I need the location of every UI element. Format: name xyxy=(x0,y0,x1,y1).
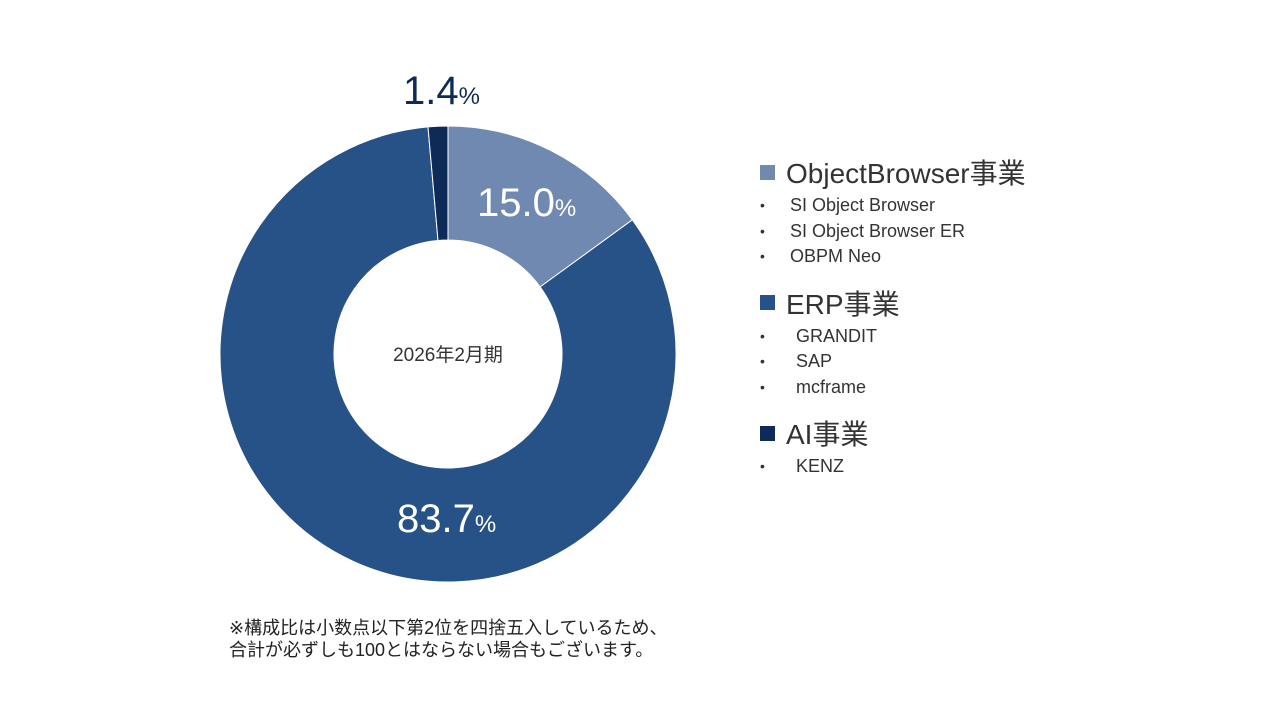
data-label-ai-unit: % xyxy=(458,83,480,110)
bullet-icon: • xyxy=(760,378,765,395)
legend-entry-ai: AI事業 xyxy=(760,414,1260,452)
product-label: GRANDIT xyxy=(796,325,877,346)
legend-entry-erp: ERP事業 xyxy=(760,284,1260,322)
bullet-icon: • xyxy=(760,327,765,344)
list-item: • SAP xyxy=(760,349,1260,375)
legend-entry-objectbrowser: ObjectBrowser事業 xyxy=(760,153,1260,191)
data-label-objectbrowser-value: 15.0 xyxy=(477,181,555,225)
legend-swatch-objectbrowser xyxy=(760,164,775,180)
legend-items-objectbrowser: • SI Object Browser • SI Object Browser ER… xyxy=(760,193,1260,270)
legend-title-erp: ERP事業 xyxy=(786,288,900,320)
data-label-objectbrowser: 15.0% xyxy=(477,183,576,223)
data-label-erp: 83.7% xyxy=(397,499,496,539)
legend-swatch-ai xyxy=(760,425,775,441)
legend-swatch-erp xyxy=(760,295,775,310)
list-item: • SI Object Browser xyxy=(760,193,1260,219)
legend-items-erp: • GRANDIT • SAP • mcframe xyxy=(760,324,1260,401)
footnote: ※構成比は小数点以下第2位を四捨五入しているため、 合計が必ずしも100とはなら… xyxy=(229,617,668,661)
period-label: 2026年2月期 xyxy=(393,345,503,366)
legend-group-objectbrowser: ObjectBrowser事業 • SI Object Browser • SI O… xyxy=(760,153,1260,270)
list-item: • GRANDIT xyxy=(760,324,1260,350)
data-label-ai-value: 1.4 xyxy=(403,69,459,113)
product-label: OBPM Neo xyxy=(790,246,882,266)
data-label-erp-value: 83.7 xyxy=(397,497,475,541)
legend: ObjectBrowser事業 • SI Object Browser • SI O… xyxy=(760,153,1260,494)
legend-group-erp: ERP事業 • GRANDIT • SAP • mcframe xyxy=(760,284,1260,401)
product-label: SI Object Browser ER xyxy=(790,220,966,241)
legend-items-ai: • KENZ xyxy=(760,454,1260,480)
bullet-icon: • xyxy=(760,197,765,213)
slice-ai xyxy=(427,125,449,241)
bullet-icon: • xyxy=(760,458,765,474)
product-label: SI Object Browser xyxy=(790,195,936,215)
legend-group-ai: AI事業 • KENZ xyxy=(760,414,1260,480)
product-label: KENZ xyxy=(796,456,845,476)
bullet-icon: • xyxy=(760,248,765,264)
bullet-icon: • xyxy=(760,353,765,369)
legend-title-objectbrowser: ObjectBrowser事業 xyxy=(786,158,1026,189)
product-label: mcframe xyxy=(796,376,867,397)
legend-title-ai: AI事業 xyxy=(786,419,869,450)
list-item: • OBPM Neo xyxy=(760,244,1260,270)
data-label-erp-unit: % xyxy=(474,511,497,538)
footnote-line-2: 合計が必ずしも100とはならない場合もございます。 xyxy=(229,640,654,660)
footnote-line-1: ※構成比は小数点以下第2位を四捨五入しているため、 xyxy=(229,618,668,638)
list-item: • SI Object Browser ER xyxy=(760,219,1260,245)
slice-erp xyxy=(219,126,677,583)
product-label: SAP xyxy=(796,351,833,371)
list-item: • mcframe xyxy=(760,375,1260,401)
bullet-icon: • xyxy=(760,222,765,239)
data-label-ai: 1.4% xyxy=(403,71,480,111)
data-label-objectbrowser-unit: % xyxy=(554,195,577,222)
slice-objectbrowser xyxy=(447,125,634,288)
list-item: • KENZ xyxy=(760,454,1260,480)
